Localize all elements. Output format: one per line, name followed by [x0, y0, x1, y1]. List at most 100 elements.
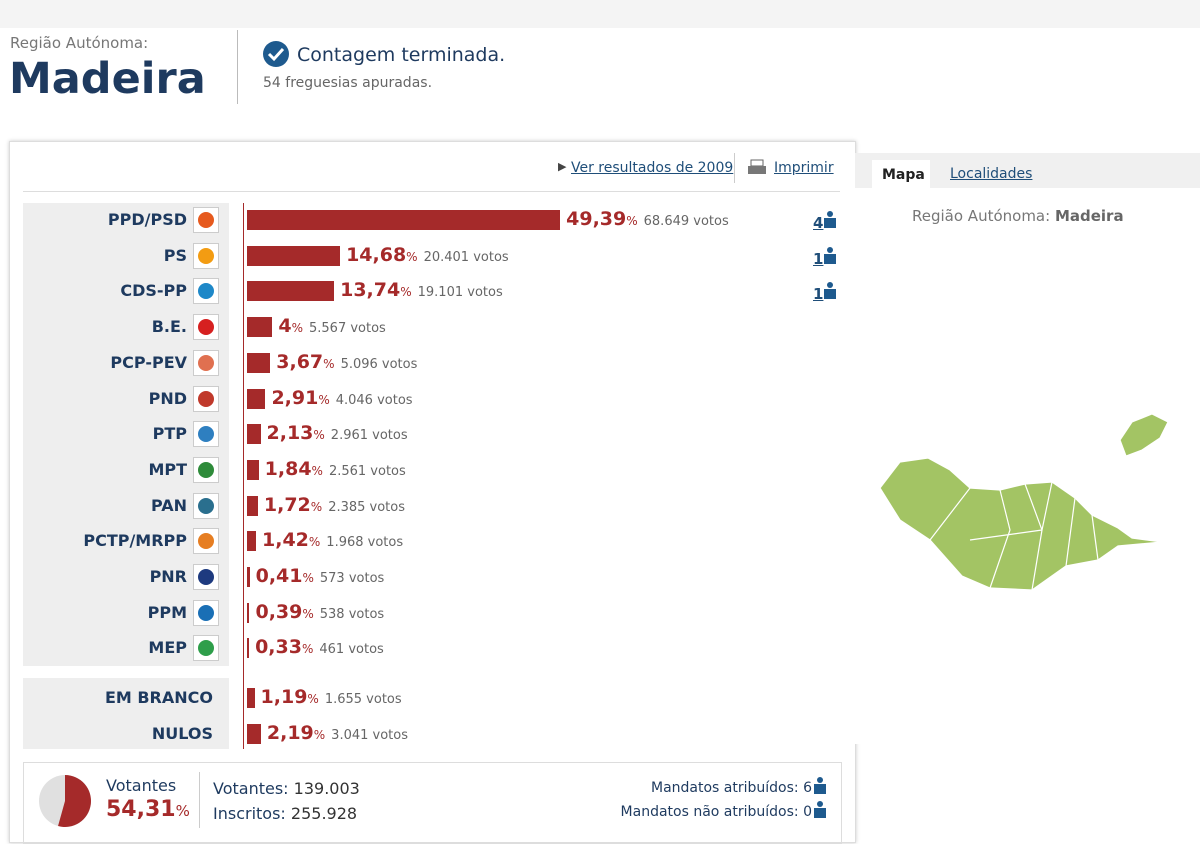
registered: Inscritos: 255.928: [213, 804, 357, 823]
unit: %: [323, 356, 335, 371]
seat-count[interactable]: 4: [813, 214, 824, 232]
seats: 1: [813, 281, 837, 303]
unit: %: [301, 642, 314, 657]
rule: [23, 191, 840, 192]
percent: 2,13: [266, 422, 314, 445]
seat-icon: [824, 246, 837, 264]
percent: 14,68: [346, 243, 407, 266]
tab[interactable]: Mapa: [882, 167, 925, 183]
region-title: Madeira: [9, 54, 206, 104]
unit: %: [400, 285, 412, 300]
divider: [199, 772, 200, 828]
bar: [247, 424, 261, 445]
bar: [247, 317, 273, 338]
bar-label: 2,19% 3.041 votos: [267, 722, 408, 744]
previous-link[interactable]: Ver resultados de 2009: [571, 160, 734, 176]
unit: %: [175, 802, 190, 820]
seat-icon: [824, 282, 837, 300]
seat-count[interactable]: 1: [813, 285, 824, 304]
votes: 68.649 votos: [643, 214, 729, 229]
unit: %: [318, 392, 330, 407]
seats-unassigned-label: Mandatos não atribuídos:: [620, 804, 799, 820]
bar: [247, 531, 256, 552]
unit: %: [311, 463, 323, 478]
turnout-label: Votantes: [106, 776, 177, 795]
percent: 1,19: [260, 686, 308, 708]
votes: 2.385 votos: [328, 499, 406, 515]
print-link[interactable]: Imprimir: [774, 160, 834, 176]
seats-assigned: Mandatos atribuídos: 6: [651, 780, 812, 796]
map: [879, 413, 1169, 591]
map-region: Madeira: [1054, 207, 1124, 225]
party-logo: [193, 564, 219, 590]
unit: %: [302, 606, 314, 621]
arrow: ▶: [558, 160, 567, 173]
votes: 2.961 votos: [330, 428, 408, 444]
status: Contagem terminada.: [297, 44, 506, 66]
check-icon: [263, 41, 289, 67]
other-bg: [23, 678, 229, 749]
bar: [247, 723, 261, 744]
tab-active: [872, 160, 930, 188]
votes: 573 votos: [319, 571, 385, 586]
votes: 19.101 votos: [417, 285, 503, 301]
status-detail: 54 freguesias apuradas.: [263, 75, 433, 91]
bar: [247, 638, 250, 659]
bar: [247, 688, 255, 708]
bar-label: 2,13% 2.961 votos: [267, 422, 408, 444]
percent: 0,39: [255, 600, 303, 623]
tab[interactable]: Localidades: [950, 166, 1033, 182]
unit: %: [313, 727, 326, 742]
percent: 1,42: [262, 529, 309, 552]
seat-icon: [824, 211, 837, 228]
unit: %: [291, 321, 303, 336]
party-name: PNR: [149, 567, 187, 586]
party-logo: [193, 635, 219, 662]
voters-value: 139.003: [293, 779, 360, 798]
bar-label: 1,42% 1.968 votos: [262, 529, 403, 551]
unit: %: [302, 571, 314, 585]
percent: 4: [278, 315, 292, 338]
bar-label: 1,84% 2.561 votos: [265, 458, 406, 480]
turnout: 54,31%: [106, 797, 190, 822]
unit: %: [308, 535, 321, 550]
bar-label: 0,33% 461 votos: [255, 636, 384, 658]
party-logo: [193, 314, 219, 341]
votes: 20.401 votos: [423, 249, 509, 265]
party-name: PPM: [147, 602, 187, 622]
party-logo: [193, 456, 219, 483]
votes: 1.655 votos: [324, 692, 402, 707]
party-logo: [193, 242, 219, 269]
bar-label: 13,74% 19.101 votos: [340, 279, 503, 301]
votes: 4.046 votos: [335, 392, 413, 408]
turnout-value: 54,31: [106, 797, 176, 822]
seat-icons: [814, 777, 826, 818]
party-logo: [193, 207, 219, 233]
votes: 2.561 votos: [328, 463, 406, 479]
percent: 0,41: [255, 565, 303, 587]
percent: 1,72: [263, 493, 311, 516]
party-name: PCP-PEV: [110, 352, 187, 372]
map-label: Região Autónoma: Madeira: [912, 207, 1124, 225]
bar-label: 2,91% 4.046 votos: [271, 387, 412, 409]
unit: %: [310, 499, 323, 514]
map-label-text: Região Autónoma:: [912, 207, 1051, 225]
seat-count[interactable]: 1: [813, 249, 824, 268]
party-logo: [193, 528, 219, 555]
seats-assigned-label: Mandatos atribuídos:: [651, 780, 799, 796]
bar: [247, 388, 266, 409]
party-logo: [193, 385, 219, 412]
turnout-slice: [58, 775, 91, 827]
voters: Votantes: 139.003: [213, 779, 360, 798]
bar-label: 14,68% 20.401 votos: [346, 244, 509, 266]
bar: [247, 459, 259, 480]
seats: 4: [813, 210, 837, 232]
votes: 3.041 votos: [331, 727, 408, 743]
divider: [237, 30, 238, 104]
party-name: PPD/PSD: [107, 210, 187, 229]
party-name: PTP: [152, 424, 187, 444]
percent: 49,39: [566, 208, 627, 230]
percent: 2,91: [271, 386, 319, 409]
party-name: PCTP/MRPP: [83, 531, 187, 551]
